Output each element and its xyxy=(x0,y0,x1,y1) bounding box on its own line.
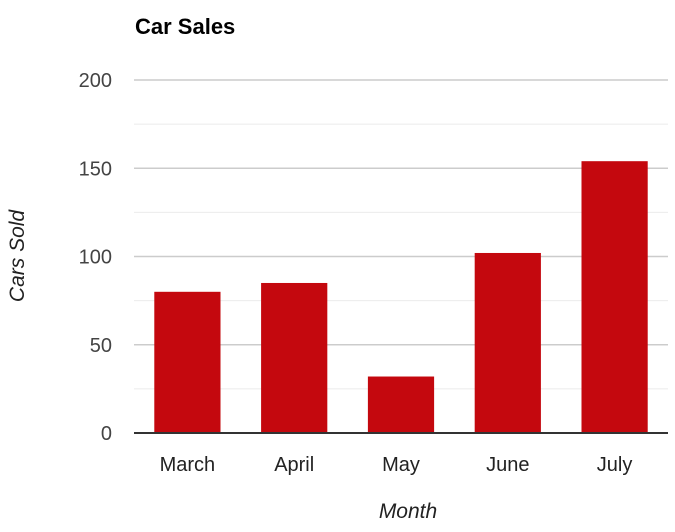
bar-july xyxy=(581,161,648,433)
bar-series xyxy=(154,161,648,433)
y-tick-label: 150 xyxy=(79,158,112,180)
y-axis-label: Cars Sold xyxy=(6,209,29,303)
x-axis-ticks: March April May June July xyxy=(160,454,633,476)
x-tick-label: April xyxy=(274,454,314,476)
x-tick-label: June xyxy=(486,454,529,476)
y-tick-label: 0 xyxy=(101,423,112,445)
y-tick-label: 50 xyxy=(90,335,112,357)
x-tick-label: May xyxy=(382,454,420,476)
x-tick-label: March xyxy=(160,454,216,476)
bar-june xyxy=(474,252,541,433)
y-axis-ticks: 0 50 100 150 200 xyxy=(79,70,112,445)
y-tick-label: 100 xyxy=(79,247,112,269)
y-tick-label: 200 xyxy=(79,70,112,92)
gridlines xyxy=(134,79,668,390)
bar-may xyxy=(367,376,435,433)
x-axis-label: Month xyxy=(379,500,437,523)
bar-march xyxy=(154,291,221,433)
bar-april xyxy=(261,282,328,433)
x-tick-label: July xyxy=(597,454,633,476)
chart-title: Car Sales xyxy=(135,14,235,39)
